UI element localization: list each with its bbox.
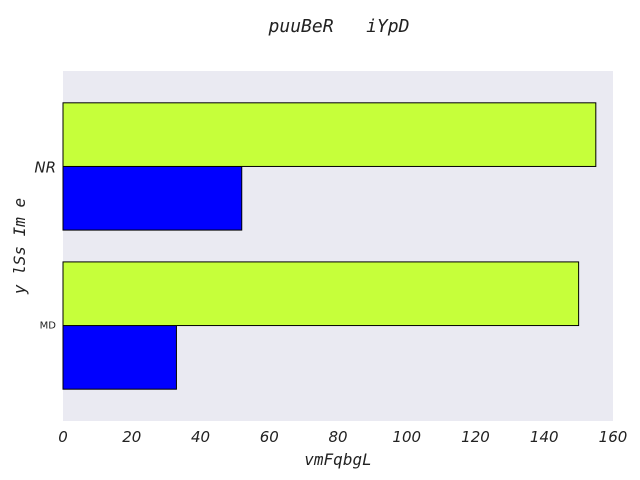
x-tick-label: 40 — [191, 428, 210, 446]
bars-group — [62, 102, 597, 390]
bar-nr-series-2 — [62, 102, 597, 167]
y-ticks-group: MD NR — [34, 158, 56, 331]
y-tick-label: MD — [40, 321, 57, 332]
x-tick-label: 120 — [461, 428, 490, 446]
x-tick-label: 0 — [58, 428, 68, 446]
bar-md-series-1 — [62, 325, 177, 390]
x-tick-label: 140 — [530, 428, 559, 446]
x-tick-label: 60 — [260, 428, 279, 446]
bar-nr-series-1 — [62, 165, 243, 231]
chart-title: puuBeR iYpD — [268, 16, 410, 37]
x-tick-label: 160 — [599, 428, 628, 446]
x-tick-label: 100 — [392, 428, 421, 446]
x-ticks-group: 0 20 40 60 80 100 120 140 160 — [58, 428, 627, 446]
y-tick-label: NR — [34, 158, 56, 176]
x-tick-label: 20 — [122, 428, 141, 446]
x-tick-label: 80 — [328, 428, 347, 446]
x-axis-label: vmFqbgL — [304, 450, 371, 469]
bar-md-series-2 — [62, 261, 580, 327]
y-axis-label: y lSs Im e — [10, 198, 29, 295]
